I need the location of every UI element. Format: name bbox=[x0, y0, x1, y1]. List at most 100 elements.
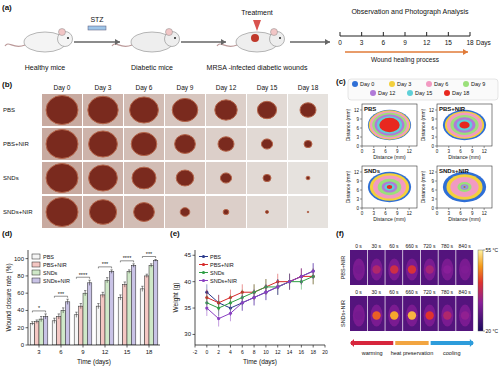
legend-swatch bbox=[444, 90, 450, 96]
contour-marks bbox=[443, 110, 486, 140]
figure: (a)(b)(c)(d)(e)(f)STZTreatmentHealthy mi… bbox=[0, 0, 500, 377]
group-label: SNDs+NIR bbox=[340, 300, 346, 327]
contour bbox=[369, 110, 411, 139]
bar bbox=[123, 285, 127, 345]
error-bar bbox=[66, 299, 68, 304]
mouse-silhouette bbox=[424, 259, 436, 281]
photo bbox=[165, 162, 205, 194]
panel-label: (b) bbox=[2, 80, 13, 89]
x-tick bbox=[195, 345, 196, 348]
bar bbox=[87, 283, 91, 345]
photo bbox=[83, 94, 123, 126]
timeline-tick-label: 12 bbox=[423, 39, 431, 46]
bar bbox=[153, 260, 157, 345]
mouse-ear bbox=[166, 29, 173, 36]
y-tick bbox=[193, 334, 196, 335]
contour bbox=[370, 173, 409, 201]
timeline-tick-label: 0 bbox=[338, 39, 342, 46]
legend-label: SNDs bbox=[210, 270, 225, 276]
wound bbox=[130, 97, 159, 123]
contour bbox=[454, 117, 476, 132]
contour bbox=[378, 179, 402, 196]
x-tick bbox=[397, 208, 398, 210]
x-tick-label: 2 bbox=[217, 349, 220, 355]
y-tick-label: 35 bbox=[184, 305, 191, 311]
thermal-clip bbox=[406, 305, 418, 327]
photo bbox=[165, 128, 205, 160]
photo bbox=[83, 128, 123, 160]
y-tick-label: 0 bbox=[431, 144, 434, 149]
series-line bbox=[207, 271, 313, 319]
mouse-silhouette bbox=[371, 259, 383, 281]
legend-label: SNDs+NIR bbox=[210, 278, 237, 284]
x-tick bbox=[472, 146, 473, 148]
mouse-silhouette bbox=[406, 259, 418, 281]
thermal-image bbox=[350, 250, 367, 285]
significance-label: *** bbox=[58, 291, 65, 297]
error-bar bbox=[102, 292, 104, 297]
day-label: Day 15 bbox=[257, 84, 278, 92]
legend-swatch bbox=[463, 81, 469, 87]
mouse-silhouette bbox=[459, 305, 471, 327]
plot-frame bbox=[437, 166, 492, 208]
wound-temperature bbox=[408, 311, 416, 319]
panel-label: (f) bbox=[336, 229, 344, 238]
series-line bbox=[207, 271, 313, 308]
arrow-head bbox=[325, 39, 330, 45]
thermal-clip bbox=[388, 259, 400, 281]
timeline-tick bbox=[340, 32, 341, 36]
y-tick-label: 9 bbox=[431, 117, 434, 122]
phase-arrow-head bbox=[350, 339, 354, 347]
thermal-clip bbox=[441, 305, 453, 327]
point bbox=[229, 301, 232, 304]
plot-frame bbox=[437, 104, 492, 146]
photo bbox=[247, 162, 287, 194]
x-tick bbox=[218, 345, 219, 348]
mouse-ear bbox=[271, 29, 278, 36]
time-label: 30 s bbox=[371, 243, 381, 249]
timeline-tick-label: 9 bbox=[403, 39, 407, 46]
thermal-image bbox=[421, 250, 438, 285]
legend-swatch bbox=[389, 81, 395, 87]
bar bbox=[101, 295, 105, 345]
error-bar bbox=[141, 286, 143, 291]
timeline-arrow bbox=[345, 51, 468, 53]
wound-temperature bbox=[355, 311, 363, 319]
y-axis-label: Weight (g) bbox=[172, 283, 180, 313]
wound bbox=[175, 135, 196, 154]
thermal-image bbox=[456, 250, 473, 285]
y-tick-label: 20 bbox=[17, 325, 24, 331]
legend-label: SNDs bbox=[43, 270, 58, 276]
stage-label: MRSA -infected diabetic wounds bbox=[207, 64, 308, 71]
day-label: Day 6 bbox=[136, 84, 153, 92]
contour-title: SNDs bbox=[364, 168, 381, 174]
background bbox=[0, 0, 500, 377]
wound-temperature bbox=[443, 311, 451, 319]
phase-label: cooling bbox=[443, 350, 460, 356]
point bbox=[300, 275, 303, 278]
thermal-image bbox=[456, 296, 473, 331]
photo bbox=[288, 162, 328, 194]
wound-temperature bbox=[372, 265, 380, 273]
y-axis-label: Distance (mm) bbox=[420, 170, 426, 203]
y-tick-label: 6 bbox=[356, 126, 359, 131]
significance-label: **** bbox=[79, 272, 88, 278]
photo-clip bbox=[263, 174, 271, 181]
timeline-tick bbox=[448, 32, 449, 36]
y-tick-label: 3 bbox=[431, 135, 434, 140]
x-tick bbox=[484, 208, 485, 210]
thermal-clip bbox=[371, 305, 383, 327]
y-tick bbox=[435, 128, 437, 129]
x-tick bbox=[472, 208, 473, 210]
step-label: STZ bbox=[90, 16, 104, 23]
x-tick bbox=[301, 345, 302, 348]
y-tick bbox=[360, 181, 362, 182]
legend-marker bbox=[202, 263, 205, 266]
y-tick-label: 30 bbox=[184, 331, 191, 337]
error-bar bbox=[119, 295, 121, 300]
legend-label: Day 3 bbox=[397, 81, 411, 87]
point bbox=[205, 306, 208, 309]
mouse-eye bbox=[67, 37, 69, 39]
contour bbox=[443, 110, 486, 140]
bar bbox=[74, 315, 78, 345]
